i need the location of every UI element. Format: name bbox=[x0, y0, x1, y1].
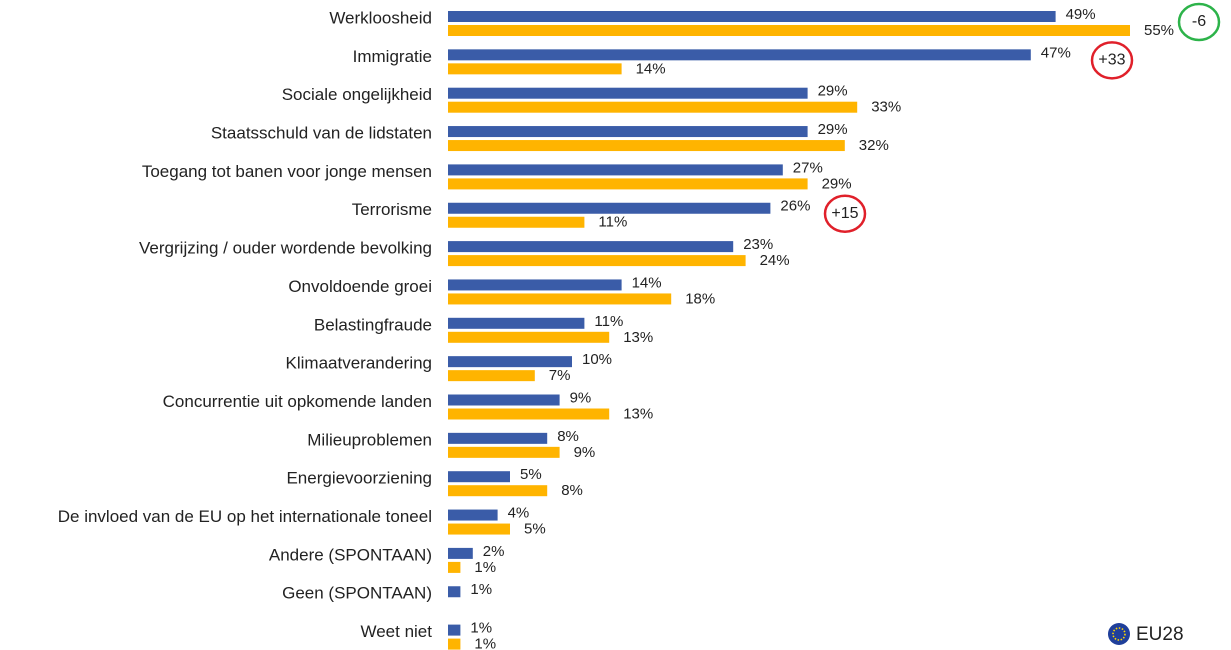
category-label: Toegang tot banen voor jonge mensen bbox=[142, 162, 432, 181]
bar bbox=[448, 331, 610, 343]
value-label: 5% bbox=[520, 466, 542, 483]
value-label: 10% bbox=[582, 351, 612, 368]
bar bbox=[448, 101, 858, 113]
bar bbox=[448, 178, 808, 190]
bar bbox=[448, 561, 461, 573]
value-label: 23% bbox=[743, 236, 773, 253]
value-label: 14% bbox=[636, 60, 666, 77]
annotation-circle bbox=[823, 194, 867, 233]
bar bbox=[448, 216, 585, 228]
value-label: 13% bbox=[623, 329, 653, 346]
value-label: 29% bbox=[818, 83, 848, 100]
value-label: 1% bbox=[470, 620, 492, 637]
value-label: 5% bbox=[524, 521, 546, 538]
value-label: 1% bbox=[470, 581, 492, 598]
value-label: 8% bbox=[561, 482, 583, 499]
bar bbox=[448, 279, 622, 291]
value-label: 9% bbox=[570, 389, 592, 406]
bar bbox=[448, 509, 498, 521]
bar bbox=[448, 25, 1130, 36]
category-label: Weet niet bbox=[360, 622, 432, 641]
bar bbox=[448, 394, 560, 406]
bar bbox=[448, 63, 622, 75]
value-label: 11% bbox=[598, 214, 627, 231]
value-label: 14% bbox=[632, 274, 662, 291]
annotation-circle bbox=[1090, 41, 1134, 80]
category-label: Milieuproblemen bbox=[307, 430, 432, 449]
value-label: 49% bbox=[1066, 6, 1096, 23]
bar bbox=[448, 356, 572, 368]
bar bbox=[448, 624, 461, 636]
bar bbox=[448, 485, 548, 497]
annotation-circle bbox=[1177, 2, 1221, 42]
value-label: 29% bbox=[822, 175, 852, 192]
bar bbox=[448, 202, 771, 214]
value-label: 8% bbox=[557, 428, 579, 445]
category-label: Andere (SPONTAAN) bbox=[269, 545, 432, 564]
value-label: 4% bbox=[508, 505, 530, 522]
category-label: De invloed van de EU op het internationa… bbox=[58, 507, 432, 526]
value-label: 26% bbox=[780, 198, 810, 215]
legend: EU28 bbox=[1108, 623, 1184, 645]
category-label: Werkloosheid bbox=[329, 8, 432, 27]
bar bbox=[448, 317, 585, 329]
category-label: Sociale ongelijkheid bbox=[282, 85, 432, 104]
bar bbox=[448, 164, 783, 176]
category-label: Concurrentie uit opkomende landen bbox=[163, 392, 432, 411]
bar bbox=[448, 547, 473, 559]
category-label: Vergrijzing / ouder wordende bevolking bbox=[139, 239, 432, 258]
value-label: 11% bbox=[594, 313, 623, 330]
bar bbox=[448, 241, 734, 253]
category-label: Geen (SPONTAAN) bbox=[282, 584, 432, 603]
value-label: 1% bbox=[474, 636, 496, 650]
value-label: 29% bbox=[818, 121, 848, 138]
value-label: 9% bbox=[574, 444, 596, 461]
value-label: 1% bbox=[474, 559, 496, 576]
bar bbox=[448, 293, 672, 305]
bar bbox=[448, 446, 560, 458]
value-label: 55% bbox=[1144, 22, 1174, 39]
value-label: 18% bbox=[685, 290, 715, 307]
value-label: 24% bbox=[760, 252, 790, 269]
bar bbox=[448, 140, 845, 152]
bar bbox=[448, 255, 746, 267]
bar bbox=[448, 523, 510, 535]
value-label: 47% bbox=[1041, 44, 1071, 61]
value-label: 13% bbox=[623, 405, 653, 422]
bar bbox=[448, 408, 610, 420]
value-label: 32% bbox=[859, 137, 889, 154]
value-label: 27% bbox=[793, 159, 823, 176]
eu-flag-stars bbox=[1112, 627, 1126, 641]
bar bbox=[448, 11, 1056, 22]
category-label: Belastingfraude bbox=[314, 315, 432, 334]
value-label: 7% bbox=[549, 367, 571, 384]
category-label: Energievoorziening bbox=[286, 469, 432, 488]
category-label: Immigratie bbox=[353, 47, 432, 66]
bar bbox=[448, 432, 548, 444]
bar bbox=[448, 49, 1031, 61]
category-label: Klimaatverandering bbox=[286, 354, 432, 373]
category-label: Staatsschuld van de lidstaten bbox=[211, 124, 432, 143]
annotation: +33 bbox=[1098, 52, 1125, 69]
value-label: 33% bbox=[871, 99, 901, 116]
category-label: Onvoldoende groei bbox=[288, 277, 432, 296]
bar bbox=[448, 471, 510, 483]
bar bbox=[448, 87, 808, 99]
value-label: 2% bbox=[483, 543, 505, 560]
bar bbox=[448, 638, 461, 650]
annotation: +15 bbox=[831, 205, 858, 222]
bar bbox=[448, 370, 535, 382]
bar bbox=[448, 126, 808, 138]
legend-label: EU28 bbox=[1136, 624, 1184, 645]
eu-flag-icon bbox=[1108, 623, 1130, 645]
category-label: Terrorisme bbox=[352, 200, 432, 219]
annotation: -6 bbox=[1192, 13, 1206, 30]
bar bbox=[448, 586, 461, 598]
